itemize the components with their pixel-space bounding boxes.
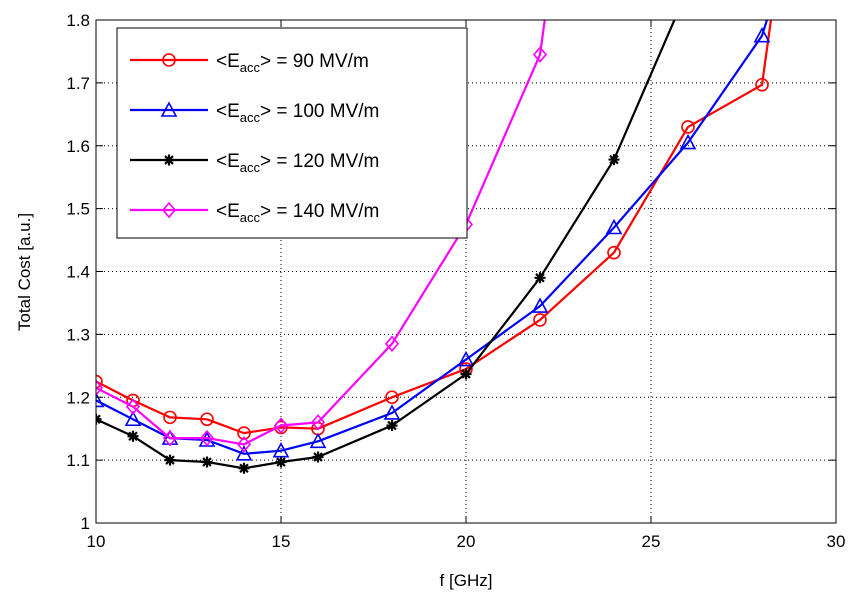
- star-marker: [275, 456, 287, 468]
- triangle-marker: [124, 410, 142, 427]
- diamond-marker: [384, 335, 400, 353]
- x-tick-labels: 10 15 20 25 30: [87, 532, 846, 551]
- legend-label: <Eacc> = 140 MV/m: [216, 201, 379, 225]
- circle-marker: [237, 426, 251, 440]
- triangle-marker: [531, 297, 549, 313]
- x-tick-label: 10: [87, 532, 106, 551]
- legend-box: [116, 27, 468, 239]
- diamond-marker: [125, 398, 141, 415]
- x-tick-label: 30: [827, 532, 846, 551]
- legend-item: <Eacc> = 140 MV/m: [130, 201, 379, 225]
- legend: <Eacc> = 90 MV/m <Eacc> = 100 MV/m <Eacc> …: [116, 27, 468, 239]
- triangle-marker: [309, 432, 327, 449]
- x-tick-label: 25: [642, 532, 661, 551]
- legend-item: <Eacc> = 90 MV/m: [130, 51, 369, 75]
- series-line: [96, 20, 546, 446]
- series-line: [96, 20, 676, 470]
- legend-label: <Eacc> = 100 MV/m: [216, 101, 379, 125]
- circle-marker: [96, 374, 103, 389]
- legend-label: <Eacc> = 90 MV/m: [216, 51, 369, 75]
- star-marker: [238, 462, 250, 474]
- star-marker: [127, 430, 139, 442]
- circle-marker: [385, 390, 399, 405]
- legend-label: <Eacc> = 120 MV/m: [216, 151, 379, 175]
- y-tick-labels: 1 1.1 1.2 1.3 1.4 1.5 1.6 1.7 1.8: [66, 11, 90, 533]
- triangle-marker: [679, 133, 697, 150]
- star-marker: [201, 456, 213, 468]
- y-tick-label: 1.2: [66, 388, 90, 407]
- y-tick-label: 1.6: [66, 137, 90, 156]
- star-marker: [163, 154, 175, 166]
- triangle-marker: [96, 391, 105, 408]
- circle-marker: [607, 245, 621, 260]
- series-star: [96, 20, 676, 474]
- diamond-marker: [236, 436, 252, 453]
- diamond-marker: [273, 417, 289, 434]
- circle-marker: [755, 77, 769, 92]
- circle-marker: [533, 313, 547, 327]
- tick-marks: [95, 19, 837, 524]
- star-marker: [608, 154, 620, 166]
- circle-marker: [163, 410, 177, 425]
- triangle-marker: [235, 445, 253, 461]
- x-tick-label: 15: [272, 532, 291, 551]
- y-tick-label: 1.3: [66, 325, 90, 344]
- diamond-marker: [532, 46, 548, 63]
- diamond-marker: [96, 379, 104, 397]
- grid: [96, 20, 836, 523]
- y-tick-label: 1: [81, 514, 90, 533]
- triangle-marker: [753, 27, 771, 43]
- y-axis-label: Total Cost [a.u.]: [15, 213, 34, 331]
- star-marker: [460, 368, 472, 380]
- star-marker: [164, 454, 176, 466]
- x-axis-label: f [GHz]: [440, 571, 493, 590]
- series-circle: [96, 20, 773, 440]
- x-tick-label: 20: [457, 532, 476, 551]
- diamond-marker: [162, 429, 178, 447]
- star-marker: [312, 451, 324, 463]
- circle-marker: [681, 120, 695, 134]
- legend-item: <Eacc> = 120 MV/m: [130, 151, 379, 175]
- y-tick-label: 1.4: [66, 263, 90, 282]
- legend-item: <Eacc> = 100 MV/m: [130, 101, 379, 125]
- triangle-marker: [383, 404, 401, 420]
- star-marker: [534, 272, 546, 284]
- series-layer: [96, 20, 773, 474]
- y-tick-label: 1.7: [66, 74, 90, 93]
- triangle-marker: [160, 101, 178, 117]
- star-marker: [386, 420, 398, 432]
- y-tick-label: 1.5: [66, 200, 90, 219]
- y-tick-label: 1.1: [66, 451, 90, 470]
- diamond-marker: [161, 201, 177, 219]
- y-tick-label: 1.8: [66, 11, 90, 30]
- diamond-marker: [199, 429, 215, 447]
- diamond-marker: [310, 414, 326, 431]
- circle-marker: [200, 412, 214, 427]
- triangle-marker: [605, 218, 623, 235]
- circle-marker: [162, 53, 176, 67]
- triangle-marker: [457, 350, 475, 367]
